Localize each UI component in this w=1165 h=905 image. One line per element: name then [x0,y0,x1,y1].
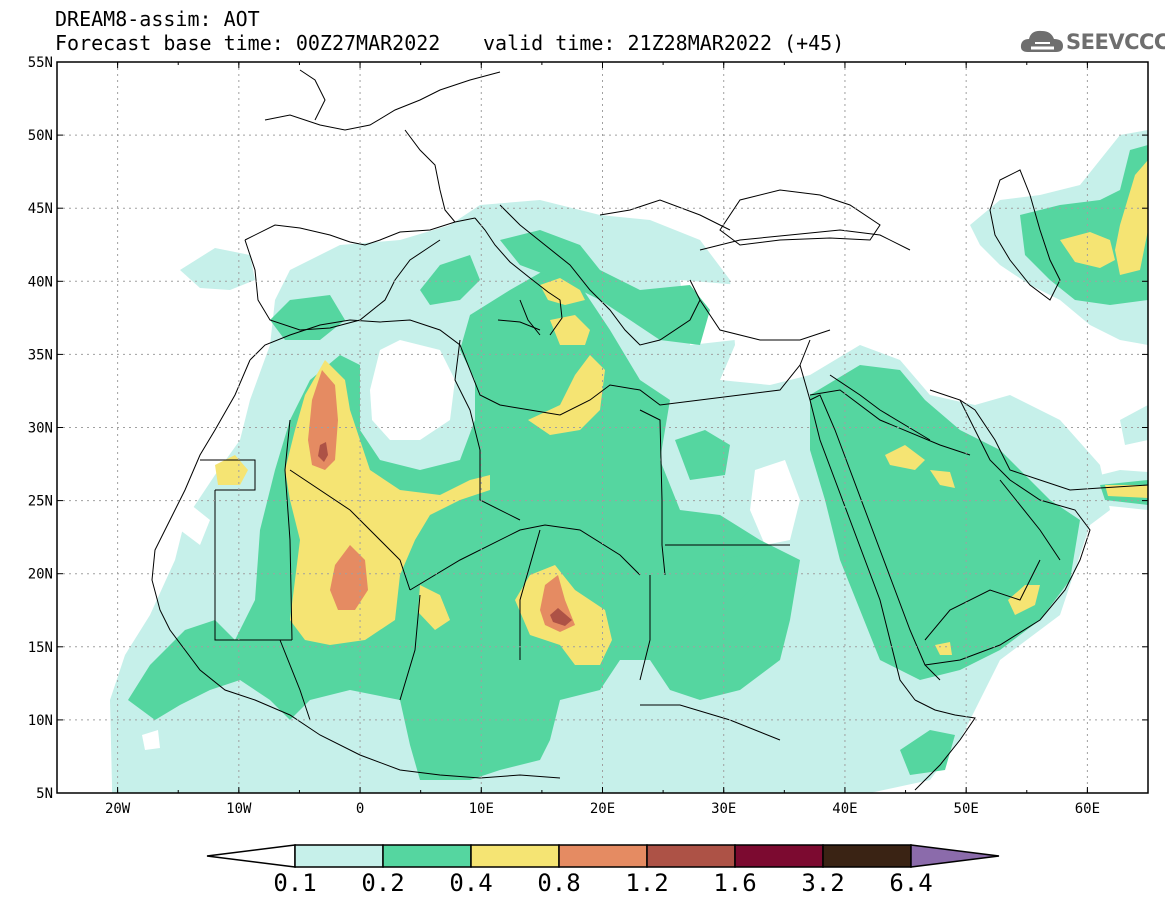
colorbar-swatch [822,844,912,868]
lon-tick-label: 30E [711,801,736,817]
cloud-logo-icon [1020,30,1063,52]
aot-contour-c08 [330,545,368,610]
lon-tick-label: 50E [954,801,979,817]
aot-contour-c01 [180,248,255,290]
aot-contour-c04 [418,585,450,630]
colorbar-label: 3.2 [801,869,844,897]
colorbar-label: 0.2 [361,869,404,897]
lat-tick-label: 15N [28,640,53,656]
aot-contour-c12 [550,608,572,626]
aot-contour-c02 [715,555,760,600]
aot-contour-c12 [318,442,328,462]
lat-tick-label: 25N [28,494,53,510]
lon-tick-label: 20W [105,801,131,817]
forecast-base-time: Forecast base time: 00Z27MAR2022 [55,31,441,55]
lat-tick-label: 50N [28,128,53,144]
colorbar-swatch [382,844,472,868]
aot-level-1.2 [318,442,572,626]
aot-contour-c02 [675,430,730,480]
colorbar-swatch [646,844,736,868]
valid-time: valid time: 21Z28MAR2022 (+45) [483,31,845,55]
aot-contour-c08 [308,370,338,470]
aot-contour-c01 [1120,405,1148,445]
lon-tick-label: 0 [356,801,364,817]
colorbar-label: 1.2 [625,869,668,897]
colorbar: 0.1 0.2 0.4 0.8 1.2 1.6 3.2 6.4 [206,844,1000,897]
colorbar-swatch [734,844,824,868]
aot-contour-c04 [1008,585,1040,615]
aot-contour-c04 [935,642,952,655]
map-title: DREAM8-assim: AOT [55,7,260,31]
colorbar-swatch [470,844,560,868]
aot-contour-c02 [420,255,480,305]
colorbar-label: 0.4 [449,869,492,897]
aot-contour-c04 [540,278,585,305]
colorbar-swatch [294,844,384,868]
colorbar-label: 0.1 [273,869,316,897]
aot-contour-c04 [930,470,955,488]
lat-tick-label: 20N [28,567,53,583]
colorbar-label: 0.8 [537,869,580,897]
aot-level-0.2 [128,145,1148,780]
lat-tick-label: 35N [28,347,53,363]
lat-tick-label: 40N [28,274,53,290]
colorbar-swatch [558,844,648,868]
lat-tick-label: 30N [28,421,53,437]
colorbar-label: 6.4 [889,869,932,897]
aot-contour-c04 [215,455,248,485]
coastlines [151,69,1148,791]
lat-tick-label: 5N [36,786,53,802]
lat-tick-label: 10N [28,713,53,729]
lon-tick-label: 10E [469,801,494,817]
lat-tick-label: 55N [28,55,53,71]
colorbar-over-arrow [910,844,1000,868]
aot-contour-c04 [1115,160,1148,275]
aot-contour-c02 [128,270,800,780]
lon-tick-label: 20E [590,801,615,817]
lon-axis: 20W 10W 0 10E 20E 30E 40E 50E 60E [56,62,1149,817]
aot-contour-c02 [500,230,710,345]
colorbar-label: 1.6 [713,869,756,897]
lon-tick-label: 10W [226,801,252,817]
aot-contour-c04 [528,355,605,435]
lon-tick-label: 40E [832,801,857,817]
lat-tick-label: 45N [28,201,53,217]
logo-text: SEEVCCC [1066,30,1165,54]
gridlines [57,62,1148,793]
aot-contour-c04 [885,445,925,470]
aot-contour-c04 [550,315,590,345]
colorbar-under-arrow [206,844,296,868]
lon-tick-label: 60E [1075,801,1100,817]
aot-contour-c04 [1105,485,1148,498]
lat-axis: 55N 50N 45N 40N 35N 30N 25N 20N 15N 10N 5N [28,55,1148,802]
